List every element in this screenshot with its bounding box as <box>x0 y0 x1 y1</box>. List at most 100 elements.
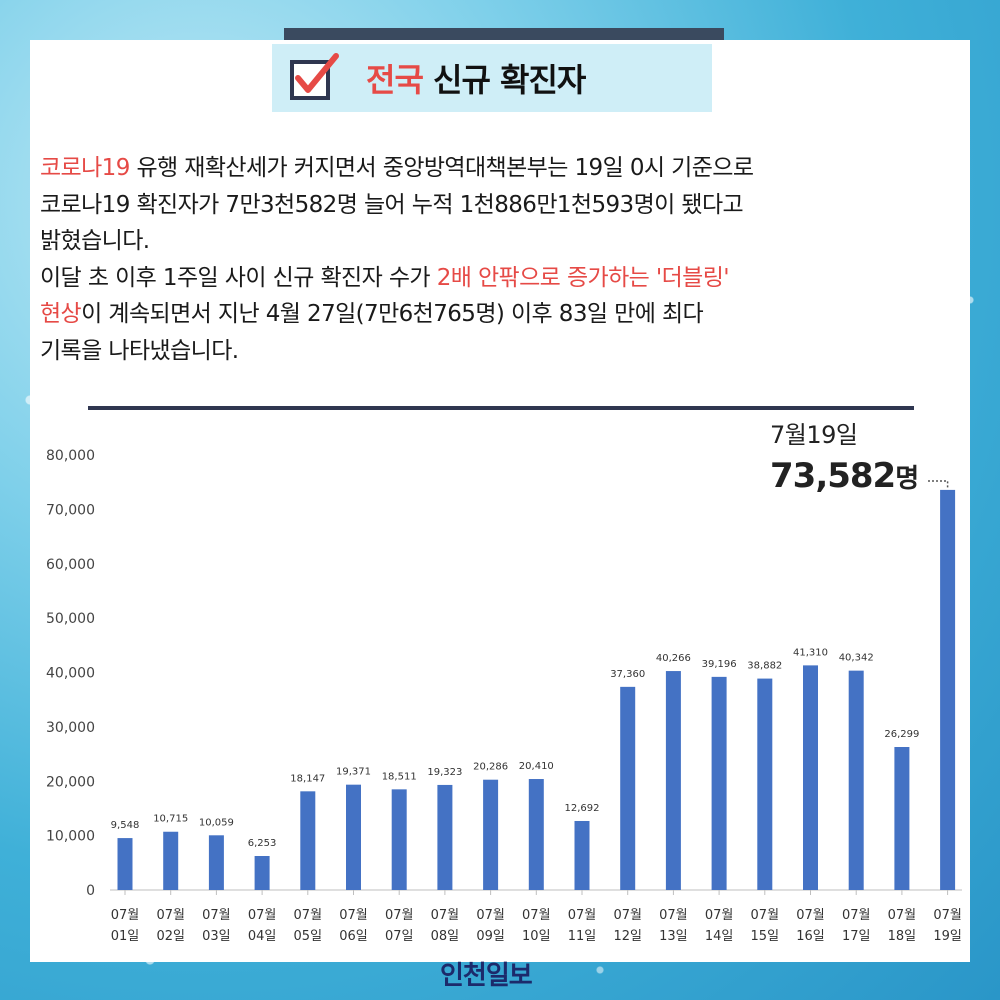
bar <box>894 746 910 890</box>
y-tick-label: 40,000 <box>46 666 95 682</box>
x-tick-label: 09일 <box>476 929 505 944</box>
x-tick-label: 01일 <box>111 929 140 944</box>
x-tick-label: 18일 <box>888 929 917 944</box>
x-tick-label: 07월 <box>888 908 917 923</box>
data-label: 40,342 <box>839 653 874 664</box>
paragraph-text-4: 이달 초 이후 1주일 사이 신규 확진자 수가 <box>40 264 437 291</box>
bar <box>300 791 316 890</box>
x-tick-label: 14일 <box>705 929 734 944</box>
y-tick-label: 10,000 <box>46 829 95 845</box>
bar <box>254 855 270 890</box>
data-label: 39,196 <box>702 659 737 670</box>
data-label: 38,882 <box>747 661 782 672</box>
x-tick-label: 07월 <box>248 908 277 923</box>
y-tick-label: 30,000 <box>46 720 95 736</box>
x-tick-label: 15일 <box>751 929 780 944</box>
x-tick-label: 07월 <box>522 908 551 923</box>
paragraph-line-2: 코로나19 확진자가 7만3천582명 늘어 누적 1천886만1천593명이 … <box>40 191 744 218</box>
x-tick-label: 07월 <box>659 908 688 923</box>
summary-paragraph: 코로나19 유행 재확산세가 커지면서 중앙방역대책본부는 19일 0시 기준으… <box>40 150 960 369</box>
data-label: 18,511 <box>382 771 417 782</box>
x-tick-label: 07월 <box>294 908 323 923</box>
paragraph-red-5: 현상 <box>40 301 82 327</box>
title-red: 전국 <box>366 61 424 99</box>
highlight-value: 73,582명 <box>770 456 919 496</box>
paragraph-text-5: 이 계속되면서 지난 4월 27일(7만6천765명) 이후 83일 만에 최다 <box>81 301 704 327</box>
highlight-unit: 명 <box>895 464 919 494</box>
bar <box>346 784 361 890</box>
x-tick-label: 07월 <box>156 908 185 923</box>
data-label: 26,299 <box>884 729 919 740</box>
x-tick-label: 07월 <box>842 908 871 923</box>
bar <box>940 489 956 890</box>
x-tick-label: 16일 <box>796 929 825 944</box>
paragraph-line-1: 코로나19 유행 재확산세가 커지면서 중앙방역대책본부는 19일 0시 기준으… <box>40 150 960 187</box>
x-tick-label: 07월 <box>568 908 597 923</box>
x-tick-label: 07월 <box>613 908 642 923</box>
x-tick-label: 07일 <box>385 929 414 944</box>
x-tick-label: 07월 <box>339 908 368 923</box>
y-tick-label: 50,000 <box>46 611 95 627</box>
data-label: 19,323 <box>427 767 462 778</box>
paragraph-line-5: 현상이 계속되면서 지난 4월 27일(7만6천765명) 이후 83일 만에 … <box>40 296 960 333</box>
x-tick-label: 17일 <box>842 929 871 944</box>
y-tick-label: 80,000 <box>46 448 95 464</box>
title-rest: 신규 확진자 <box>422 61 586 99</box>
page-title: 전국 신규 확진자 <box>366 55 586 101</box>
data-label: 9,548 <box>111 820 140 831</box>
data-label: 40,266 <box>656 653 691 664</box>
checkbox-check-icon <box>290 53 339 100</box>
paragraph-red-4: 2배 안팎으로 증가하는 '더블링' <box>436 264 730 291</box>
data-label: 18,147 <box>290 773 325 784</box>
bar <box>803 665 818 890</box>
paragraph-line-3: 밝혔습니다. <box>40 228 150 254</box>
x-tick-label: 19일 <box>933 929 962 944</box>
x-tick-label: 11일 <box>568 929 597 944</box>
data-label: 37,360 <box>610 669 645 680</box>
paragraph-line-6: 기록을 나타냈습니다. <box>40 337 239 364</box>
x-tick-label: 07월 <box>751 908 780 923</box>
x-tick-label: 07월 <box>933 908 962 923</box>
bar <box>483 779 499 890</box>
x-tick-label: 03일 <box>202 929 231 944</box>
x-tick-label: 07월 <box>705 908 734 923</box>
divider <box>88 406 914 410</box>
bar <box>711 676 727 890</box>
data-label: 19,371 <box>336 767 371 778</box>
data-label: 20,286 <box>473 762 508 773</box>
data-label: 10,059 <box>199 817 234 828</box>
data-label: 10,715 <box>153 814 188 825</box>
x-tick-label: 08일 <box>431 929 460 944</box>
x-tick-label: 07월 <box>431 908 460 923</box>
highlight-date: 7월19일 <box>770 421 858 449</box>
bar <box>437 784 453 890</box>
x-tick-label: 10일 <box>522 929 551 944</box>
bar <box>117 838 133 890</box>
data-label: 20,410 <box>519 761 554 772</box>
data-label: 41,310 <box>793 647 828 658</box>
x-tick-label: 07월 <box>385 908 414 923</box>
x-tick-label: 07월 <box>796 908 825 923</box>
data-label: 12,692 <box>565 803 600 814</box>
x-tick-label: 12일 <box>613 929 642 944</box>
bar <box>208 835 224 890</box>
y-tick-label: 0 <box>86 883 95 899</box>
paragraph-red-1: 코로나19 <box>40 155 130 181</box>
paragraph-text-1: 유행 재확산세가 커지면서 중앙방역대책본부는 19일 0시 기준으로 <box>129 155 754 181</box>
bar <box>528 779 544 890</box>
x-tick-label: 04일 <box>248 929 277 944</box>
y-tick-label: 70,000 <box>46 502 95 518</box>
bar <box>665 671 681 890</box>
bar <box>757 678 773 890</box>
bar <box>848 670 864 890</box>
x-tick-label: 06일 <box>339 929 368 944</box>
publisher-logo: 인천일보 <box>440 961 533 991</box>
highlight-connector <box>928 480 949 488</box>
bar <box>620 686 636 890</box>
bar <box>391 789 407 890</box>
title-banner: 전국 신규 확진자 <box>272 44 712 112</box>
data-label: 6,253 <box>248 838 277 849</box>
bar <box>574 820 590 890</box>
x-tick-label: 02일 <box>156 929 185 944</box>
